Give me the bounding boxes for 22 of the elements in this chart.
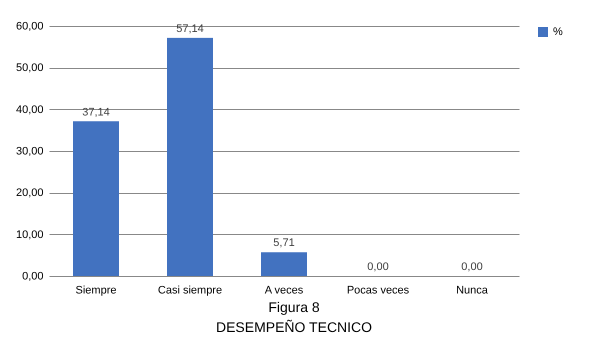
x-tick-label: A veces	[264, 284, 304, 296]
data-label: 0,00	[367, 261, 389, 273]
x-tick-label: Pocas veces	[346, 284, 410, 296]
x-tick-label: Nunca	[456, 284, 489, 296]
bar	[261, 252, 307, 276]
x-tick-label: Siempre	[76, 284, 116, 296]
y-tick-label: 30,00	[16, 146, 44, 158]
legend-label: %	[553, 26, 563, 38]
y-tick-label: 20,00	[16, 187, 44, 200]
x-tick-label: Casi siempre	[158, 284, 222, 296]
data-label: 37,14	[82, 106, 110, 118]
y-tick-label: 50,00	[16, 62, 44, 74]
y-tick-label: 0,00	[22, 270, 44, 282]
y-tick-label: 60,00	[16, 20, 44, 32]
text: DESEMPEÑO TECNICO	[216, 319, 372, 335]
bar	[167, 38, 213, 276]
text: Figura 8	[268, 299, 320, 315]
data-label: 5,71	[273, 237, 295, 250]
y-tick-label: 40,00	[16, 104, 44, 116]
y-tick-label: 10,00	[16, 228, 44, 241]
bar	[73, 121, 119, 276]
data-label: 0,00	[461, 261, 483, 273]
